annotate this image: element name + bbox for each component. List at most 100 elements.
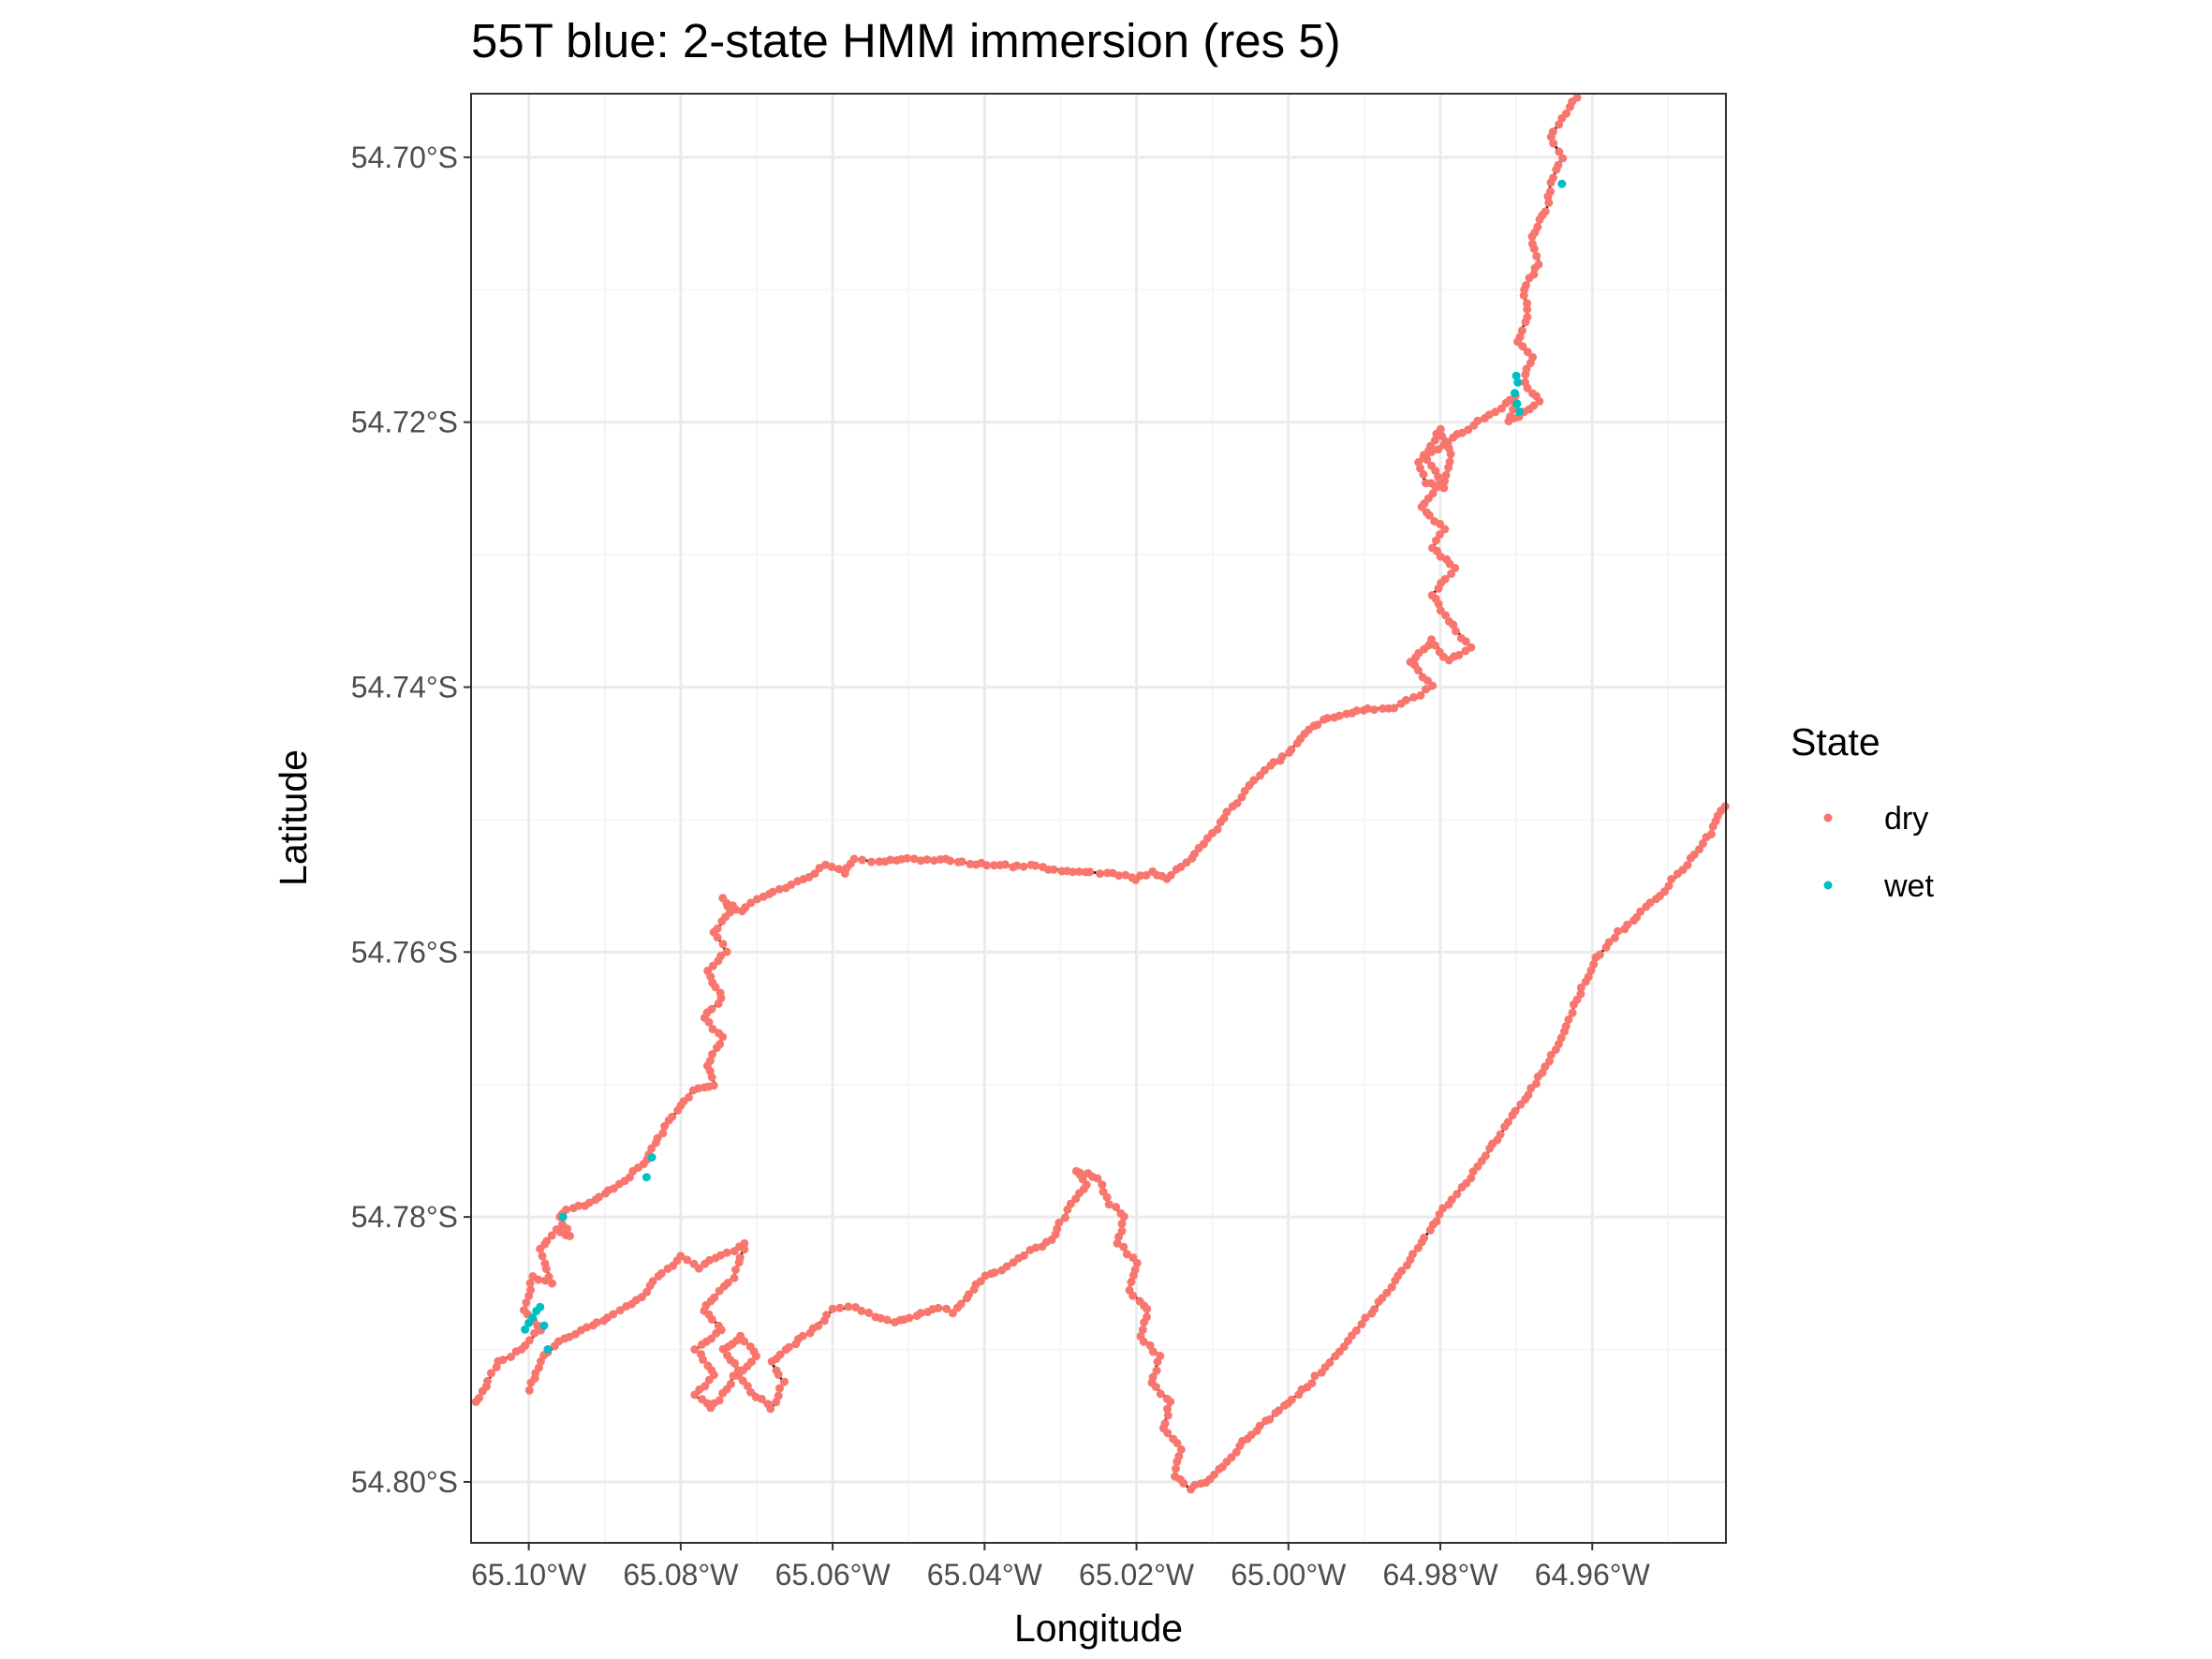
point-dry [1148, 1347, 1158, 1356]
point-dry [668, 1112, 677, 1121]
point-dry [1503, 1118, 1512, 1127]
point-dry [772, 1366, 781, 1375]
x-tick-label: 65.06°W [775, 1558, 892, 1592]
point-dry [1706, 830, 1716, 838]
point-dry [1532, 251, 1541, 260]
point-dry [766, 1404, 775, 1414]
x-tick-label: 65.00°W [1231, 1558, 1347, 1592]
point-dry [1378, 704, 1387, 713]
point-dry [558, 1220, 567, 1229]
point-dry [1352, 706, 1362, 716]
point-dry [1104, 1200, 1113, 1209]
point-dry [1145, 1341, 1155, 1350]
point-dry [746, 1387, 756, 1397]
point-dry [653, 1133, 662, 1143]
point-dry [1528, 352, 1538, 362]
point-dry [1401, 695, 1410, 704]
point-dry [1427, 461, 1437, 470]
y-tick-label: 54.72°S [351, 406, 458, 439]
point-dry [1636, 907, 1645, 916]
point-dry [716, 951, 726, 960]
point-dry [1369, 705, 1379, 715]
point-dry [707, 1315, 716, 1325]
point-dry [1473, 416, 1482, 425]
point-dry [703, 966, 713, 975]
point-dry [1548, 127, 1557, 137]
point-dry [990, 1267, 999, 1277]
point-dry [982, 861, 992, 870]
point-dry [1172, 1439, 1182, 1447]
point-dry [704, 1375, 714, 1385]
location-points [471, 93, 1730, 1494]
point-dry [1422, 508, 1431, 517]
point-dry [946, 856, 955, 866]
point-dry [828, 1304, 837, 1313]
point-dry [1237, 792, 1246, 802]
x-tick-label: 64.98°W [1382, 1558, 1498, 1592]
point-dry [1527, 239, 1537, 248]
point-dry [1139, 1337, 1148, 1346]
point-dry [857, 1306, 866, 1315]
point-dry [1387, 1282, 1396, 1292]
point-wet [539, 1321, 549, 1330]
point-dry [1422, 685, 1430, 694]
point-dry [1546, 186, 1555, 196]
point-dry [768, 887, 777, 896]
point-dry [526, 1285, 536, 1295]
point-dry [1166, 1397, 1175, 1406]
point-dry [740, 1337, 749, 1346]
point-dry [582, 1323, 591, 1332]
point-dry [708, 1025, 717, 1034]
point-dry [1049, 865, 1058, 874]
point-dry [684, 1092, 693, 1102]
point-dry [1453, 1190, 1462, 1199]
point-dry [1523, 348, 1532, 357]
point-dry [507, 1353, 516, 1361]
point-dry [722, 1248, 731, 1257]
point-dry [544, 1272, 553, 1281]
point-dry [1544, 1057, 1554, 1066]
point-dry [844, 1302, 853, 1311]
point-dry [1523, 304, 1532, 314]
point-dry [1112, 1203, 1121, 1211]
point-dry [1438, 1204, 1448, 1213]
point-dry [722, 947, 731, 956]
point-dry [1136, 871, 1145, 881]
point-dry [734, 1258, 744, 1267]
point-dry [1436, 606, 1445, 615]
point-dry [730, 1273, 739, 1282]
point-dry [1548, 173, 1557, 183]
point-wet [521, 1325, 530, 1334]
point-dry [1210, 1470, 1219, 1479]
point-dry [1523, 313, 1532, 321]
point-dry [715, 1286, 724, 1296]
point-dry [1614, 926, 1622, 936]
point-dry [1098, 1180, 1107, 1190]
point-dry [1689, 850, 1699, 859]
point-dry [1102, 1192, 1112, 1202]
point-dry [1313, 720, 1322, 730]
point-dry [780, 1377, 789, 1386]
point-dry [1172, 1457, 1182, 1466]
point-dry [1515, 333, 1525, 342]
point-dry [740, 1245, 749, 1254]
point-dry [1427, 591, 1437, 600]
point-dry [1439, 483, 1449, 493]
point-dry [486, 1369, 495, 1378]
point-dry [726, 1379, 735, 1388]
point-dry [1287, 1395, 1296, 1404]
point-dry [731, 1266, 740, 1274]
point-dry [1422, 479, 1430, 488]
point-dry [498, 1355, 508, 1365]
point-dry [774, 1391, 783, 1400]
point-dry [1481, 1151, 1490, 1161]
legend-label-wet: wet [1883, 868, 1934, 904]
point-dry [642, 1287, 652, 1296]
point-dry [562, 1205, 570, 1214]
point-dry [522, 1298, 531, 1307]
point-dry [1517, 326, 1526, 335]
point-dry [903, 853, 912, 863]
point-dry [1531, 1079, 1541, 1089]
point-dry [1397, 1266, 1407, 1276]
point-dry [1232, 799, 1242, 808]
